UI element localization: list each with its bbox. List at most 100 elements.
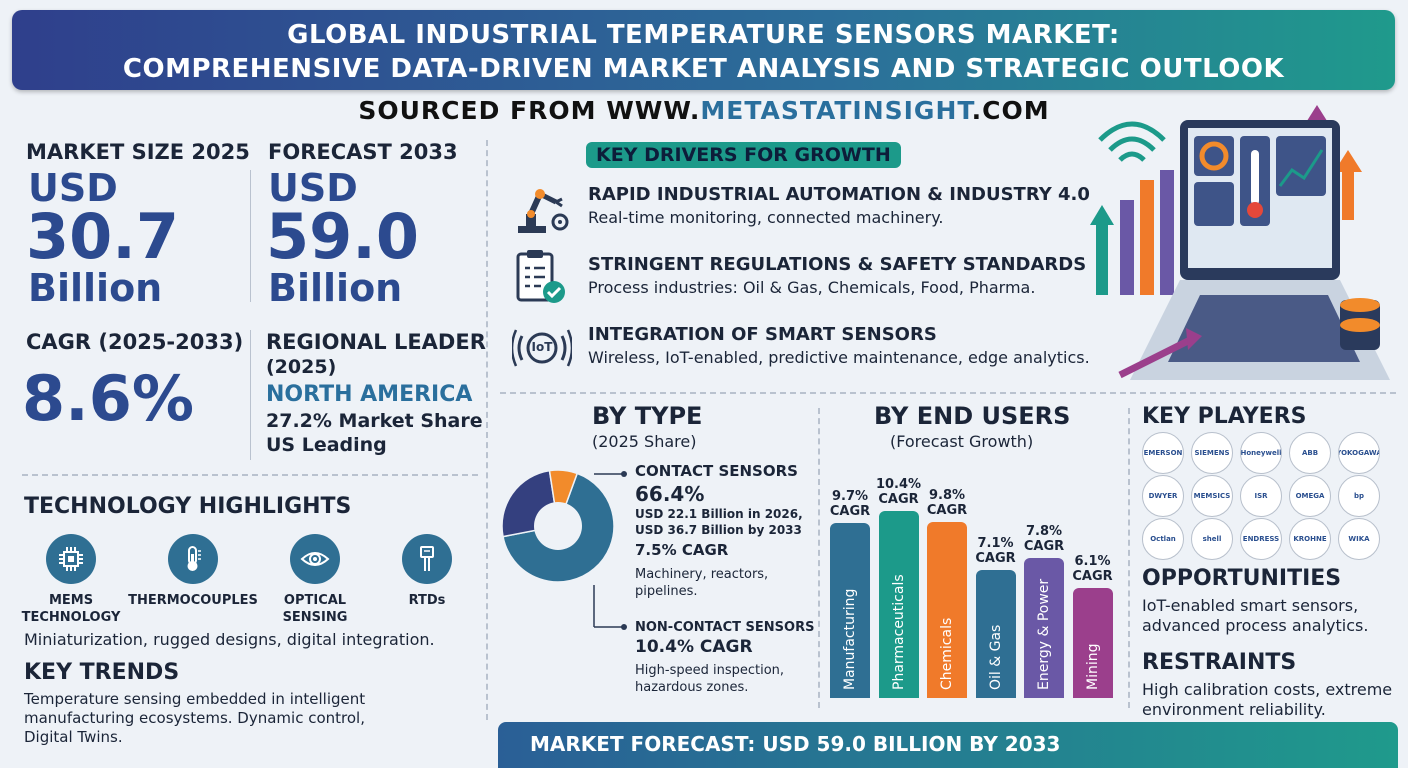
bar-unit-label: CAGR: [1023, 538, 1065, 554]
bar-value: 9.7% CAGR: [820, 489, 880, 519]
player-logo: ENDRESS: [1240, 518, 1282, 560]
technology-caption: Miniaturization, rugged designs, digital…: [24, 630, 435, 649]
regional-label-1: REGIONAL LEADER: [266, 330, 486, 354]
tech-item-rtds: [402, 534, 452, 584]
restraints-title: RESTRAINTS: [1142, 650, 1297, 675]
bar-value-label: 7.1%: [977, 536, 1014, 552]
market-size-currency: USD: [28, 166, 118, 210]
forecast-value: 59.0: [266, 200, 419, 273]
bar-category-label: Energy & Power: [1036, 578, 1052, 690]
footer-text: MARKET FORECAST: USD 59.0 BILLION BY 203…: [530, 732, 1061, 756]
player-logo: MEMSICS: [1191, 475, 1233, 517]
iot-icon-label: IoT: [531, 340, 553, 354]
tech-label-line: OPTICAL: [283, 593, 347, 608]
divider: [250, 170, 251, 302]
bar-manufacturing: [830, 523, 870, 698]
bar-value: 9.8% CAGR: [917, 488, 977, 518]
restraints-line: High calibration costs, extreme: [1142, 680, 1393, 699]
bar-value: 7.8% CAGR: [1014, 524, 1074, 554]
key-players-logos: EMERSON SIEMENS Honeywell ABB YOKOGAWA DWYER M…: [1142, 432, 1392, 562]
bar-unit-label: CAGR: [975, 551, 1016, 567]
source-line: SOURCED FROM WWW.METASTATINSIGHT.COM: [0, 96, 1408, 125]
key-trends-text: Temperature sensing embedded in intellig…: [24, 690, 365, 747]
player-logo: shell: [1191, 518, 1233, 560]
by-end-users-title: BY END USERS: [874, 402, 1071, 430]
divider: [22, 474, 478, 476]
non-contact-cagr: 10.4% CAGR: [635, 637, 753, 657]
chip-icon: [46, 534, 96, 584]
driver-1-desc: Real-time monitoring, connected machiner…: [588, 208, 944, 227]
bar-unit-label: CAGR: [926, 502, 968, 518]
player-logo: OMEGA: [1289, 475, 1331, 517]
market-size-value: 30.7: [26, 200, 179, 273]
contact-desc: Machinery, reactors, pipelines.: [635, 566, 768, 600]
probe-icon: [402, 534, 452, 584]
iot-icon: IoT: [512, 318, 572, 378]
title-line-1: GLOBAL INDUSTRIAL TEMPERATURE SENSORS MA…: [287, 20, 1120, 50]
bar-value-label: 9.7%: [831, 489, 869, 505]
regional-share: 27.2% Market Share: [266, 410, 483, 432]
bar-unit-label: CAGR: [829, 504, 871, 520]
eye-icon: [290, 534, 340, 584]
tech-label-line: TECHNOLOGY: [21, 610, 121, 625]
source-highlight: METASTATINSIGHT: [700, 96, 972, 125]
tech-item-optical: [290, 534, 340, 584]
player-logo: Honeywell: [1240, 432, 1282, 474]
cagr-label: CAGR (2025-2033): [26, 330, 244, 354]
type-donut-chart: [501, 469, 615, 583]
key-players-title: KEY PLAYERS: [1142, 404, 1307, 429]
opportunities-line: IoT-enabled smart sensors,: [1142, 596, 1359, 615]
tech-item-thermocouples: [168, 534, 218, 584]
bar-value-label: 10.4%: [875, 476, 922, 492]
driver-2-desc: Process industries: Oil & Gas, Chemicals…: [588, 278, 1036, 297]
tech-label-mems: MEMS TECHNOLOGY: [18, 592, 124, 626]
contact-value-line: USD 36.7 Billion by 2033: [635, 523, 802, 537]
contact-share: 66.4%: [635, 482, 705, 506]
thermometer-icon: [168, 534, 218, 584]
opportunities-title: OPPORTUNITIES: [1142, 566, 1342, 591]
bar-value: 10.4% CAGR: [869, 477, 929, 507]
driver-2-title: STRINGENT REGULATIONS & SAFETY STANDARDS: [588, 254, 1087, 275]
player-logo: EMERSON: [1142, 432, 1184, 474]
contact-desc-line: Machinery, reactors,: [635, 567, 769, 582]
tech-label-line: SENSING: [282, 610, 348, 625]
restraints-text: High calibration costs, extreme environm…: [1142, 680, 1392, 720]
bar-mining: [1072, 588, 1113, 698]
divider: [486, 140, 488, 720]
bar-category-label: Manufacturing: [842, 588, 858, 690]
non-contact-desc: High-speed inspection, hazardous zones.: [635, 662, 784, 696]
footer-banner: MARKET FORECAST: USD 59.0 BILLION BY 203…: [498, 722, 1398, 768]
drivers-title: KEY DRIVERS FOR GROWTH: [586, 142, 901, 168]
contact-value-line: USD 22.1 Billion in 2026,: [635, 507, 803, 521]
title-banner: GLOBAL INDUSTRIAL TEMPERATURE SENSORS MA…: [12, 10, 1395, 90]
laptop-illustration: [1090, 100, 1390, 394]
tech-label-thermocouples: THERMOCOUPLES: [128, 593, 258, 608]
bar-energy-power: [1024, 557, 1064, 698]
bar-chemicals: [927, 521, 967, 698]
key-trends-title: KEY TRENDS: [24, 660, 180, 685]
player-logo: YOKOGAWA: [1338, 432, 1380, 474]
player-logo: ISR: [1240, 475, 1282, 517]
regional-leader: US Leading: [266, 434, 387, 456]
player-logo: ABB: [1289, 432, 1331, 474]
title-line-2: COMPREHENSIVE DATA-DRIVEN MARKET ANALYSI…: [122, 54, 1285, 84]
non-contact-desc-line: High-speed inspection,: [635, 663, 785, 678]
bar-value: 6.1% CAGR: [1063, 554, 1123, 584]
bar-value-label: 6.1%: [1074, 554, 1111, 570]
bar-pharmaceuticals: [878, 510, 919, 698]
player-logo: WIKA: [1338, 518, 1380, 560]
by-type-subtitle: (2025 Share): [592, 432, 697, 451]
divider: [500, 392, 1396, 394]
key-trends-line: Digital Twins.: [24, 728, 123, 746]
forecast-unit: Billion: [268, 266, 403, 310]
forecast-label: FORECAST 2033: [268, 140, 458, 164]
contact-values: USD 22.1 Billion in 2026, USD 36.7 Billi…: [635, 506, 803, 538]
contact-desc-line: pipelines.: [635, 584, 698, 599]
contact-label: CONTACT SENSORS: [635, 462, 798, 480]
opportunities-line: advanced process analytics.: [1142, 616, 1369, 635]
bar-value-label: 9.8%: [928, 487, 966, 503]
by-type-title: BY TYPE: [592, 402, 703, 430]
driver-3-desc: Wireless, IoT-enabled, predictive mainte…: [588, 348, 1090, 367]
bar-value-label: 7.8%: [1025, 523, 1063, 539]
regional-label-2: (2025): [266, 356, 337, 378]
